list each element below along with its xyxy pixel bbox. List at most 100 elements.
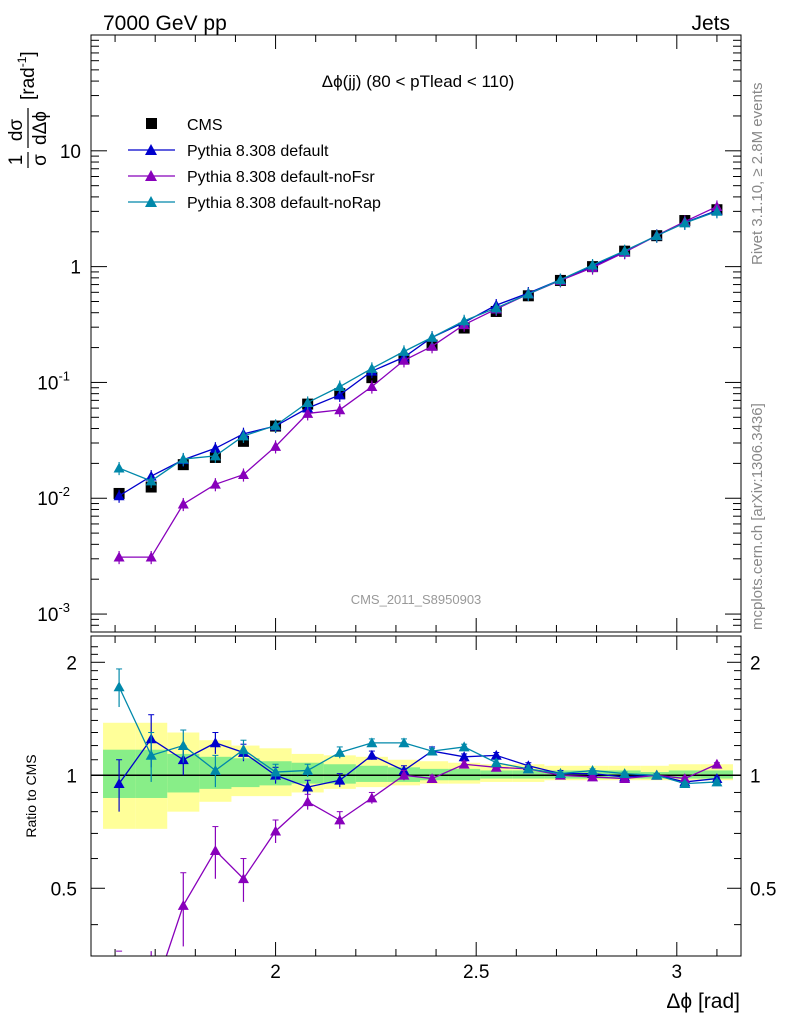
ratio-point-pythia-8-308-default-nofsr	[237, 873, 249, 884]
data-point-pythia-8-308-default-norap	[398, 345, 410, 356]
ratio-point-pythia-8-308-default-nofsr	[679, 773, 691, 783]
data-point-pythia-8-308-default-norap	[237, 430, 249, 441]
ratio-point-pythia-8-308-default-nofsr	[114, 977, 125, 987]
legend-label-cms: CMS	[187, 117, 223, 134]
data-point-pythia-8-308-default-norap	[113, 462, 125, 473]
data-point-pythia-8-308-default-norap	[522, 288, 534, 299]
side-label-mcplots: mcplots.cern.ch [arXiv:1306.3436]	[749, 403, 766, 630]
y-tick-label: 10-2	[37, 484, 70, 510]
ratio-band-green	[355, 765, 388, 782]
data-point-pythia-8-308-default-nofsr	[209, 478, 221, 489]
ratio-point-pythia-8-308-default-nofsr	[398, 769, 410, 780]
y-tick-label: 10-3	[37, 600, 70, 626]
y-label-ddphi: dΔϕ	[30, 111, 51, 145]
ratio-point-pythia-8-308-default-nofsr	[146, 996, 157, 1006]
y-label-unit-close: ]	[18, 51, 39, 56]
ratio-point-pythia-8-308-default-nofsr	[209, 845, 221, 855]
ratio-point-pythia-8-308-default-norap	[145, 749, 157, 760]
x-tick-label: 2	[270, 962, 281, 983]
ratio-point-pythia-8-308-default-nofsr	[426, 773, 438, 783]
main-plot-frame	[90, 34, 742, 633]
data-point-pythia-8-308-default-nofsr	[113, 551, 125, 562]
y-tick-label-exp: -3	[58, 600, 70, 615]
data-point-pythia-8-308-default-norap	[458, 315, 470, 326]
series-line-pythia-8-308-default-nofsr	[119, 205, 718, 558]
y-label-dsigma: dσ	[6, 119, 27, 142]
watermark: CMS_2011_S8950903	[351, 592, 482, 607]
ratio-point-pythia-8-308-default-nofsr	[270, 825, 282, 836]
y-tick-label-base: 10	[37, 489, 58, 510]
ratio-point-pythia-8-308-default-norap	[522, 763, 534, 774]
ratio-point-pythia-8-308-default-nofsr	[587, 771, 599, 782]
y-tick-label: 10-1	[37, 368, 70, 394]
ratio-point-pythia-8-308-default-norap	[619, 768, 631, 779]
ratio-point-pythia-8-308-default-norap	[177, 740, 189, 750]
ratio-y-tick-label-right: 2	[750, 653, 761, 674]
y-tick-label-base: 10	[37, 605, 58, 626]
ratio-band-green	[227, 758, 260, 788]
ratio-point-pythia-8-308-default-norap	[398, 737, 410, 748]
data-point-pythia-8-308-default-nofsr	[398, 354, 410, 365]
ratio-point-pythia-8-308-default	[209, 737, 221, 748]
data-point-pythia-8-308-default-nofsr	[302, 407, 314, 418]
x-tick-label: 2.5	[463, 962, 489, 983]
data-point-pythia-8-308-default-norap	[366, 362, 378, 373]
ratio-point-pythia-8-308-default-nofsr	[458, 758, 470, 769]
x-axis-label: Δϕ [rad]	[666, 990, 740, 1013]
data-point-pythia-8-308-default-norap	[177, 453, 189, 464]
ratio-point-pythia-8-308-default	[366, 749, 378, 760]
ratio-point-pythia-8-308-default-nofsr	[366, 792, 378, 803]
ratio-point-pythia-8-308-default	[113, 778, 125, 789]
legend-marker-nofsr	[145, 170, 157, 181]
data-point-pythia-8-308-default-nofsr	[366, 381, 378, 392]
data-point-pythia-8-308-default-nofsr	[334, 404, 346, 415]
legend: CMS Pythia 8.308 default Pythia 8.308 de…	[128, 117, 381, 212]
legend-label-nofsr: Pythia 8.308 default-noFsr	[187, 169, 375, 186]
y-tick-label: 10	[60, 142, 81, 163]
y-tick-label-exp: -2	[58, 484, 70, 499]
data-point-pythia-8-308-default-norap	[651, 230, 663, 241]
ratio-point-pythia-8-308-default-nofsr	[711, 758, 723, 769]
ratio-series-group	[113, 668, 723, 1006]
ratio-point-pythia-8-308-default	[302, 781, 314, 792]
ratio-point-pythia-8-308-default-nofsr	[334, 814, 346, 825]
ratio-point-pythia-8-308-default-nofsr	[302, 796, 314, 807]
ratio-point-pythia-8-308-default-norap	[679, 778, 691, 789]
data-point-pythia-8-308-default-nofsr	[145, 551, 157, 562]
data-point-pythia-8-308-default-norap	[426, 331, 438, 342]
data-point-pythia-8-308-default-nofsr	[177, 498, 189, 509]
data-point-pythia-8-308-default-nofsr	[426, 340, 438, 351]
ratio-point-pythia-8-308-default-norap	[426, 745, 438, 756]
ratio-point-pythia-8-308-default-norap	[587, 764, 599, 775]
ratio-point-pythia-8-308-default-norap	[113, 681, 125, 692]
data-point-pythia-8-308-default	[334, 389, 346, 400]
legend-item-nofsr: Pythia 8.308 default-noFsr	[128, 169, 375, 186]
y-tick-label-base: 1	[70, 258, 81, 279]
legend-label-norap: Pythia 8.308 default-noRap	[187, 195, 381, 212]
legend-label-default: Pythia 8.308 default	[187, 143, 329, 160]
side-label-rivet: Rivet 3.1.10, ≥ 2.8M events	[749, 83, 766, 266]
ratio-point-pythia-8-308-default	[458, 751, 470, 762]
ratio-point-pythia-8-308-default-norap	[209, 764, 221, 775]
data-point-pythia-8-308-default-norap	[490, 302, 502, 313]
legend-item-norap: Pythia 8.308 default-noRap	[128, 195, 381, 212]
ratio-point-pythia-8-308-default-norap	[334, 746, 346, 757]
data-point-pythia-8-308-default-nofsr	[270, 440, 282, 451]
ratio-y-tick-label: 2	[66, 653, 77, 674]
ratio-point-pythia-8-308-default-norap	[554, 768, 566, 779]
y-label-unit: [rad-1]	[15, 51, 39, 100]
header-right: Jets	[691, 12, 730, 35]
ratio-line-pythia-8-308-default	[118, 738, 717, 788]
legend-marker-norap	[145, 196, 157, 207]
ratio-point-pythia-8-308-default-nofsr	[177, 899, 189, 910]
data-point-pythia-8-308-default-norap	[587, 259, 599, 270]
data-point-pythia-8-308-default-norap	[302, 397, 314, 407]
data-point-pythia-8-308-default-norap	[711, 205, 723, 216]
ratio-point-pythia-8-308-default-norap	[651, 769, 663, 780]
series-line-pythia-8-308-default-norap	[118, 210, 718, 482]
y-tick-label-base: 10	[60, 142, 81, 163]
data-point-pythia-8-308-default-nofsr	[237, 469, 249, 480]
ratio-y-label: Ratio to CMS	[23, 754, 39, 837]
y-axis-label: 1 σ dσ dΔϕ [rad-1]	[6, 51, 51, 168]
